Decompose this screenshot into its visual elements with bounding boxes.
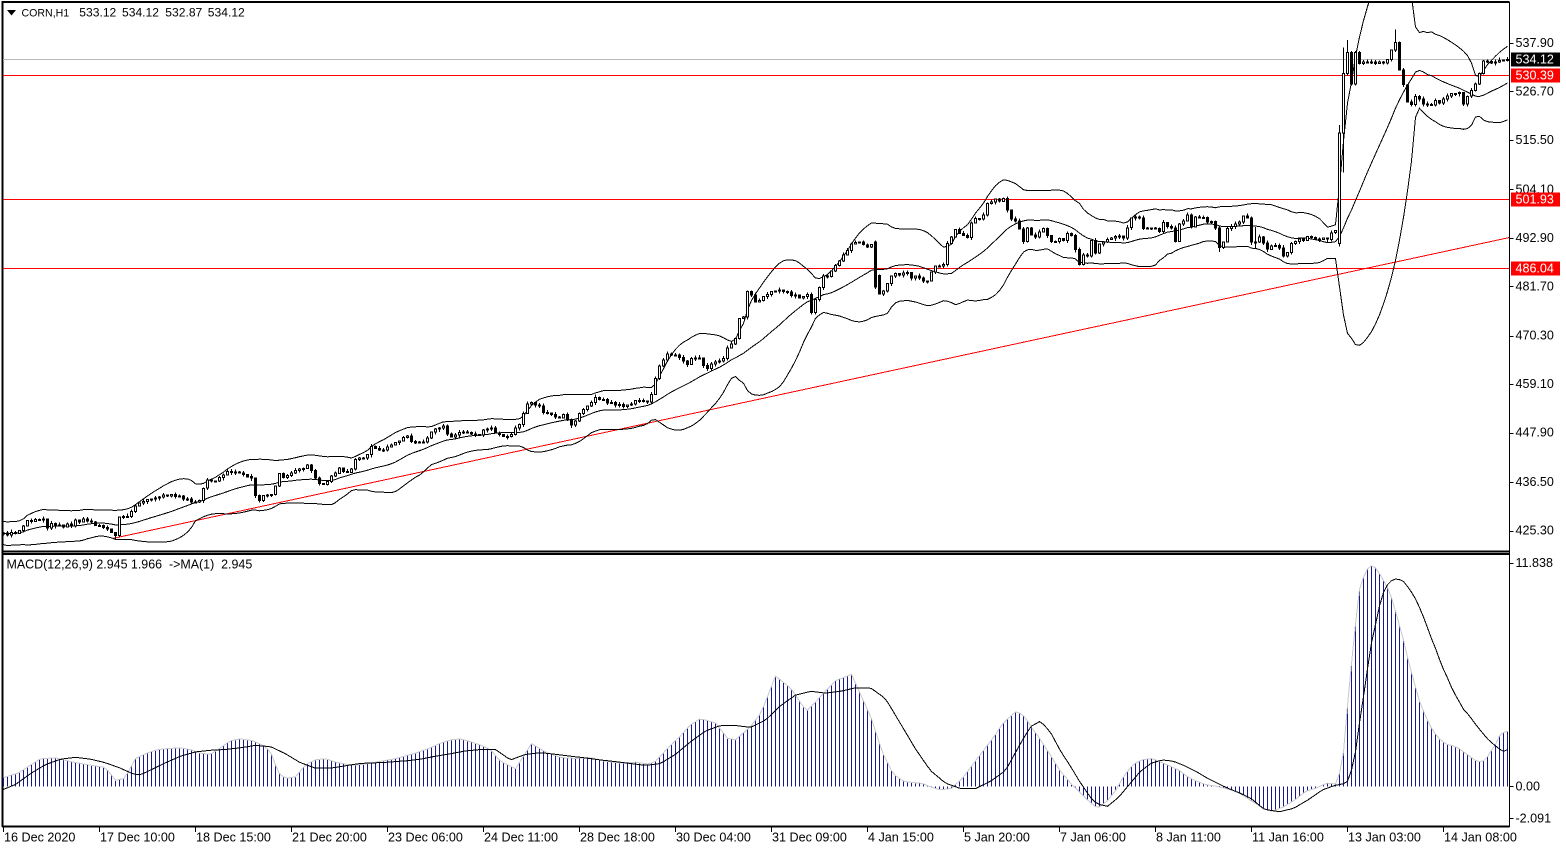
svg-text:CORN,H1: CORN,H1 xyxy=(22,7,70,19)
svg-text:30 Dec 04:00: 30 Dec 04:00 xyxy=(676,831,751,845)
svg-text:14 Jan 08:00: 14 Jan 08:00 xyxy=(1444,831,1517,845)
svg-text:447.90: 447.90 xyxy=(1516,426,1554,440)
svg-text:459.10: 459.10 xyxy=(1516,377,1554,391)
svg-text:11.838: 11.838 xyxy=(1516,556,1553,570)
svg-text:31 Dec 09:00: 31 Dec 09:00 xyxy=(772,831,847,845)
svg-text:515.50: 515.50 xyxy=(1516,133,1554,147)
svg-text:21 Dec 20:00: 21 Dec 20:00 xyxy=(292,831,367,845)
svg-text:534.12: 534.12 xyxy=(208,5,245,19)
svg-text:5 Jan 20:00: 5 Jan 20:00 xyxy=(964,831,1030,845)
svg-text:533.12: 533.12 xyxy=(79,5,116,19)
svg-text:532.87: 532.87 xyxy=(165,5,202,19)
svg-text:MACD(12,26,9) 2.945 1.966 ->M: MACD(12,26,9) 2.945 1.966 ->MA(1) 2.945 xyxy=(7,557,253,571)
svg-text:470.30: 470.30 xyxy=(1516,329,1554,343)
svg-text:23 Dec 06:00: 23 Dec 06:00 xyxy=(388,831,463,845)
svg-text:534.12: 534.12 xyxy=(122,5,159,19)
svg-text:492.90: 492.90 xyxy=(1516,231,1554,245)
svg-text:11 Jan 16:00: 11 Jan 16:00 xyxy=(1252,831,1324,845)
svg-text:481.70: 481.70 xyxy=(1516,279,1554,293)
svg-text:501.93: 501.93 xyxy=(1516,193,1554,207)
svg-text:436.50: 436.50 xyxy=(1516,475,1554,489)
svg-text:537.90: 537.90 xyxy=(1516,36,1554,50)
svg-text:8 Jan 11:00: 8 Jan 11:00 xyxy=(1156,831,1221,845)
svg-text:18 Dec 15:00: 18 Dec 15:00 xyxy=(196,831,271,845)
svg-text:530.39: 530.39 xyxy=(1516,69,1554,83)
svg-text:534.12: 534.12 xyxy=(1516,53,1554,67)
svg-text:28 Dec 18:00: 28 Dec 18:00 xyxy=(580,831,655,845)
svg-text:486.04: 486.04 xyxy=(1516,262,1554,276)
svg-text:-2.091: -2.091 xyxy=(1516,812,1552,826)
svg-text:24 Dec 11:00: 24 Dec 11:00 xyxy=(484,831,558,845)
svg-text:13 Jan 03:00: 13 Jan 03:00 xyxy=(1348,831,1421,845)
svg-text:0.00: 0.00 xyxy=(1516,780,1540,794)
svg-text:17 Dec 10:00: 17 Dec 10:00 xyxy=(100,831,175,845)
svg-text:425.30: 425.30 xyxy=(1516,524,1554,538)
svg-text:4 Jan 15:00: 4 Jan 15:00 xyxy=(868,831,934,845)
svg-text:7 Jan 06:00: 7 Jan 06:00 xyxy=(1060,831,1126,845)
svg-text:526.70: 526.70 xyxy=(1516,85,1554,99)
svg-text:16 Dec 2020: 16 Dec 2020 xyxy=(4,831,75,845)
